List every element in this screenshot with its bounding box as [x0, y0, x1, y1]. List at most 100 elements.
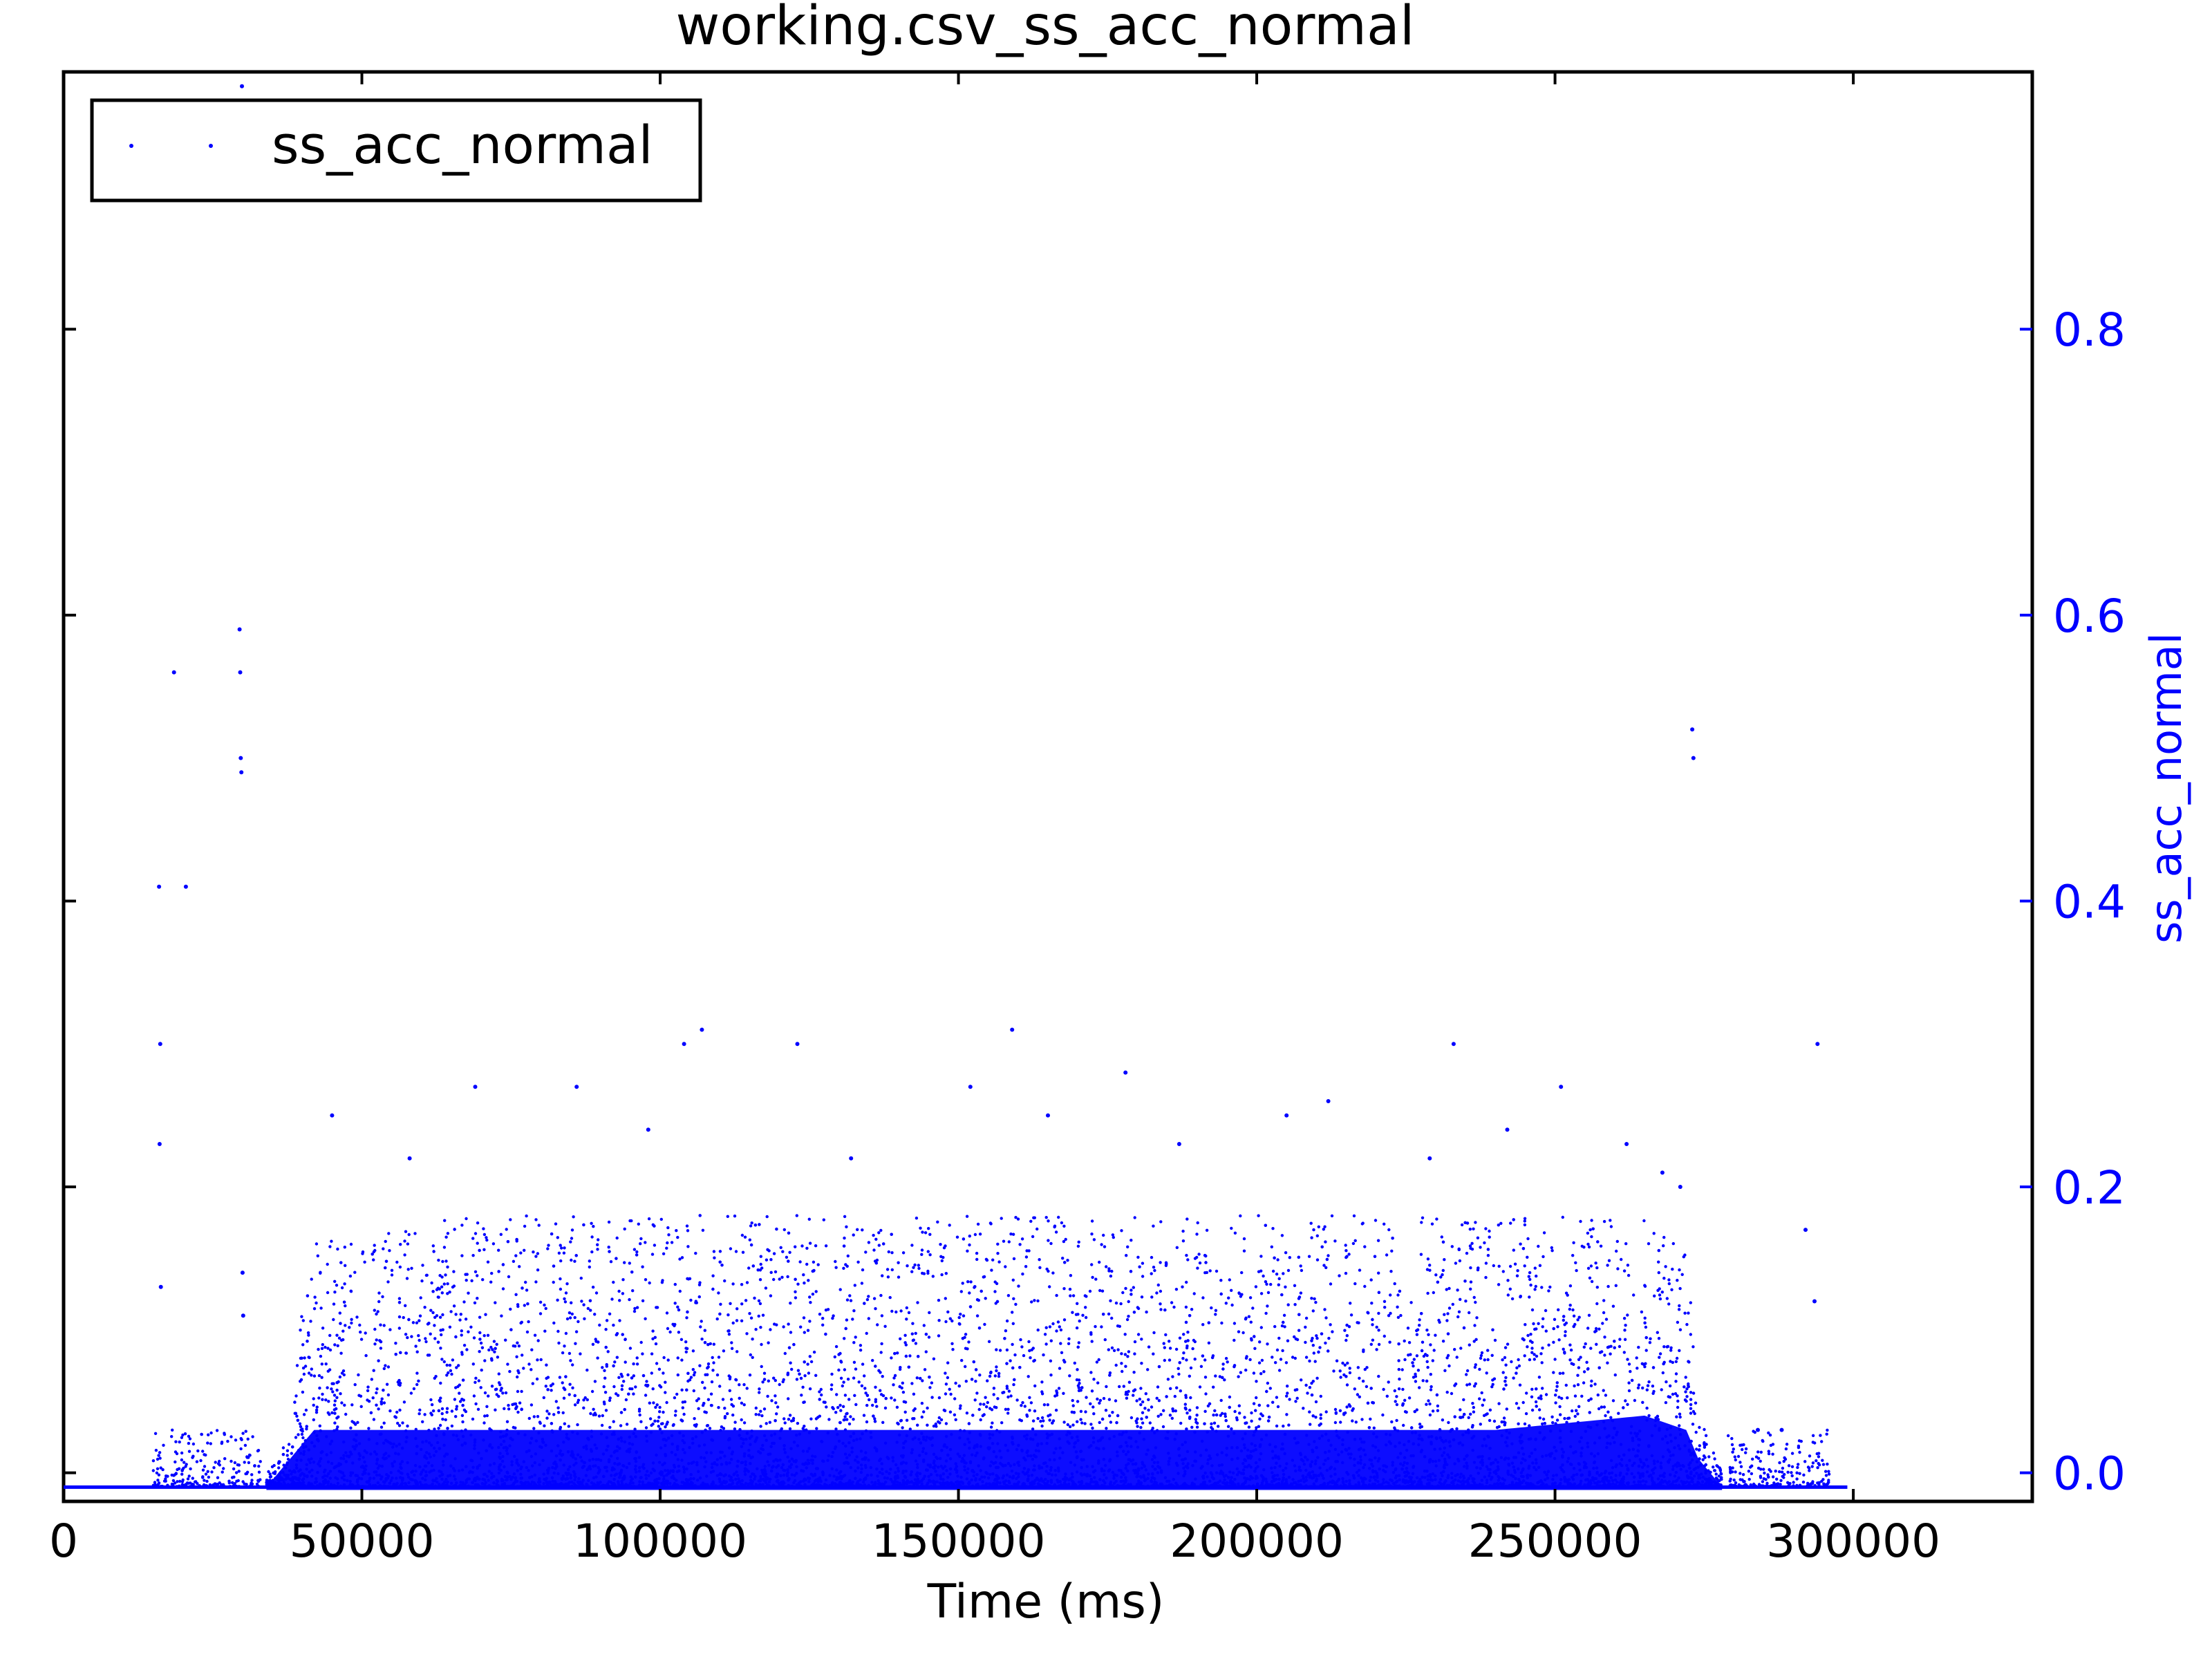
data-point	[964, 1365, 967, 1369]
data-point	[1553, 1318, 1557, 1322]
data-point	[458, 1391, 461, 1395]
data-point	[944, 1434, 948, 1438]
data-point	[1210, 1306, 1213, 1310]
data-point	[559, 1259, 563, 1263]
data-point	[414, 1427, 418, 1431]
data-point	[1220, 1451, 1224, 1454]
data-point	[1080, 1421, 1084, 1425]
data-point	[1242, 1237, 1246, 1241]
data-point	[330, 1239, 333, 1243]
data-point	[1418, 1386, 1421, 1389]
data-point	[899, 1309, 903, 1313]
data-point	[657, 1461, 662, 1464]
data-point	[1124, 1365, 1127, 1368]
data-point	[1011, 1278, 1015, 1282]
data-point	[1327, 1254, 1330, 1257]
data-point	[315, 1434, 319, 1438]
data-point	[738, 1434, 741, 1437]
data-point	[1552, 1474, 1555, 1477]
data-point	[1485, 1481, 1489, 1485]
data-point	[1562, 1347, 1565, 1351]
data-point	[441, 1259, 444, 1264]
data-point	[1644, 1325, 1648, 1329]
data-point	[1159, 1220, 1163, 1224]
data-point	[332, 1382, 335, 1385]
data-point	[682, 1465, 686, 1469]
data-point	[1609, 1476, 1613, 1479]
data-point	[1477, 1472, 1480, 1475]
data-point	[1029, 1356, 1032, 1360]
data-point	[1671, 1465, 1675, 1468]
data-point	[725, 1462, 729, 1466]
data-point	[998, 1461, 1002, 1465]
data-point	[1161, 1425, 1165, 1429]
data-point	[744, 1460, 747, 1463]
data-point	[1154, 1468, 1157, 1471]
data-point	[1369, 1342, 1374, 1347]
data-point	[1596, 1393, 1600, 1397]
plot-frame	[62, 70, 2034, 1503]
data-point	[932, 1357, 936, 1361]
data-point	[950, 1342, 954, 1346]
data-point	[1399, 1313, 1403, 1318]
data-point	[454, 1313, 458, 1316]
data-point	[680, 1256, 684, 1259]
data-point	[1396, 1429, 1400, 1433]
data-point	[1468, 1228, 1472, 1231]
data-point	[1310, 1460, 1314, 1463]
data-point	[608, 1398, 612, 1403]
data-point	[300, 1315, 303, 1318]
data-point	[447, 1371, 450, 1375]
data-point	[998, 1349, 1002, 1352]
data-point	[1168, 1347, 1172, 1350]
data-point	[1642, 1219, 1646, 1223]
data-point	[1518, 1436, 1522, 1439]
data-point	[871, 1403, 874, 1407]
data-point	[547, 1244, 550, 1247]
data-point	[680, 1388, 684, 1392]
data-point	[618, 1299, 621, 1302]
data-point	[349, 1242, 353, 1246]
data-point	[1680, 1273, 1684, 1277]
data-point	[336, 1481, 340, 1485]
data-point	[326, 1291, 330, 1295]
data-point	[366, 1385, 370, 1389]
data-point	[590, 1221, 593, 1226]
data-point	[935, 1456, 939, 1461]
data-point	[1512, 1468, 1517, 1472]
data-point	[1650, 1454, 1654, 1458]
data-point	[375, 1462, 379, 1465]
data-point	[946, 1476, 950, 1479]
data-point	[1011, 1232, 1015, 1236]
data-point	[425, 1273, 429, 1277]
data-point	[585, 1368, 589, 1372]
data-point	[1474, 1363, 1477, 1367]
data-point	[326, 1386, 329, 1389]
data-point	[749, 1316, 753, 1320]
data-point	[1105, 1477, 1108, 1480]
data-point	[601, 1414, 604, 1418]
data-point	[525, 1288, 529, 1292]
data-point	[376, 1481, 379, 1485]
data-point	[1238, 1412, 1241, 1415]
data-point	[1055, 1293, 1058, 1297]
data-point	[670, 1434, 674, 1438]
data-point	[1278, 1464, 1282, 1468]
data-point	[1519, 1295, 1522, 1298]
data-point	[790, 1367, 794, 1371]
data-point	[615, 1332, 619, 1335]
data-point	[1127, 1350, 1131, 1353]
data-point	[1293, 1335, 1296, 1339]
data-point	[1674, 1372, 1678, 1376]
data-point	[563, 1422, 566, 1425]
data-point	[489, 1280, 493, 1284]
data-point	[985, 1405, 988, 1409]
data-point	[366, 1481, 369, 1484]
data-point	[473, 1441, 477, 1444]
data-point	[734, 1477, 738, 1481]
data-point	[532, 1427, 536, 1430]
data-point	[691, 1368, 695, 1371]
data-point	[1340, 1450, 1344, 1454]
data-point	[1299, 1452, 1302, 1455]
data-point	[1521, 1475, 1525, 1479]
